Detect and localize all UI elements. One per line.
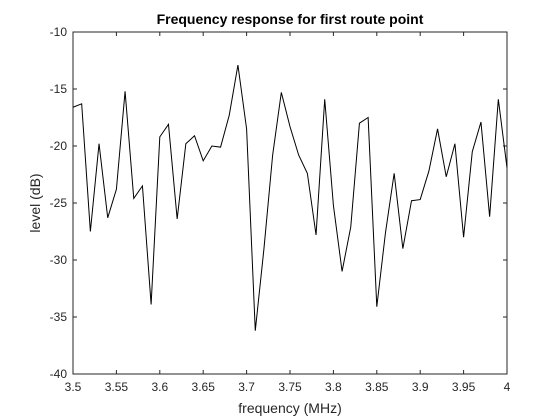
x-axis: 3.5 3.55 3.6 3.65 3.7 3.75 3.8 3.85 3.9 3.95 4 — [65, 32, 511, 394]
x-tick-label: 3.65 — [192, 380, 216, 394]
x-axis-label: frequency (MHz) — [238, 400, 341, 416]
y-axis: -10 -15 -20 -25 -30 -35 -40 — [50, 25, 507, 381]
x-tick-label: 3.9 — [412, 380, 429, 394]
y-tick-label: -40 — [50, 367, 68, 381]
y-tick-label: -15 — [50, 82, 68, 96]
x-tick-label: 3.5 — [65, 380, 82, 394]
x-tick-label: 4 — [504, 380, 511, 394]
y-tick-label: -20 — [50, 139, 68, 153]
series-group — [72, 64, 508, 331]
y-tick-label: -10 — [50, 25, 68, 39]
axes-box — [72, 31, 508, 375]
x-tick-label: 3.85 — [365, 380, 389, 394]
series-line — [72, 64, 508, 331]
y-axis-label: level (dB) — [27, 173, 43, 232]
x-tick-label: 3.6 — [151, 380, 168, 394]
x-tick-label: 3.55 — [105, 380, 129, 394]
chart-title: Frequency response for first route point — [157, 11, 424, 27]
y-tick-label: -30 — [50, 253, 68, 267]
x-tick-label: 3.95 — [452, 380, 476, 394]
x-tick-label: 3.75 — [278, 380, 302, 394]
x-tick-label: 3.7 — [238, 380, 255, 394]
x-tick-label: 3.8 — [325, 380, 342, 394]
y-tick-label: -25 — [50, 196, 68, 210]
y-tick-label: -35 — [50, 310, 68, 324]
